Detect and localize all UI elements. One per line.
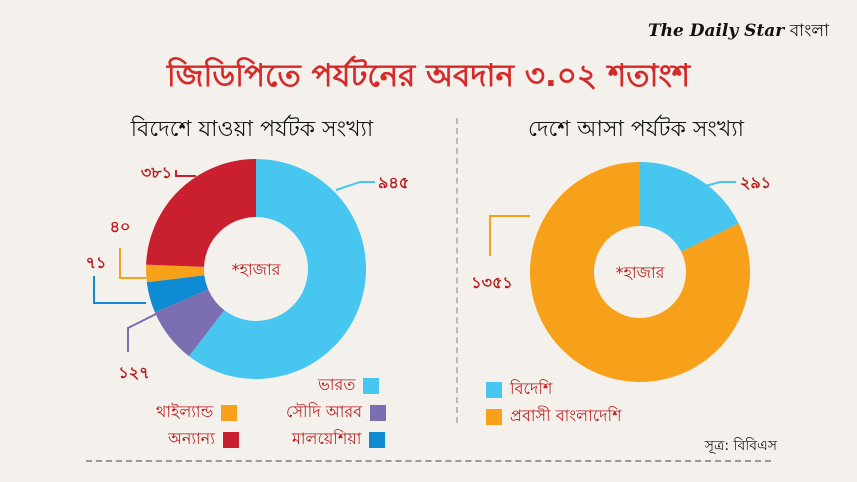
slice-0-3	[146, 264, 205, 283]
slice-0-2	[146, 275, 209, 313]
slice-0-0	[189, 159, 366, 379]
legend-swatch-thailand	[221, 404, 238, 421]
leader-0-2	[93, 276, 146, 304]
legend-swatch-saudi	[370, 404, 387, 421]
leader-0-1	[127, 311, 161, 352]
legend-label-expat: প্রবাসী বাংলাদেশি	[510, 406, 622, 425]
slice-0-4	[146, 159, 256, 267]
legend-label-others: অন্যান্য	[168, 429, 215, 448]
brand-suffix: বাংলা	[789, 21, 829, 41]
legend-swatch-foreign	[486, 381, 502, 398]
legend-swatch-others	[222, 431, 239, 448]
leader-1-0	[697, 181, 736, 189]
legend-item-india: ভারত	[318, 372, 380, 399]
slice-1-0	[640, 162, 739, 252]
center-label-0: *হাজার	[232, 260, 282, 279]
value-label-0-4: ৩৮১	[141, 163, 172, 182]
source-note: সূত্র: বিবিএস	[704, 438, 777, 454]
page-title: জিডিপিতে পর্যটনের অবদান ৩.০২ শতাংশ	[166, 58, 691, 94]
leader-1-1	[489, 215, 530, 256]
legend-item-foreign: বিদেশি	[486, 376, 552, 403]
value-label-0-1: ১২৭	[118, 363, 149, 382]
legend-swatch-expat	[486, 408, 502, 425]
value-label-1-1: ১৩৫১	[471, 273, 513, 292]
legend-item-expat: প্রবাসী বাংলাদেশি	[486, 403, 622, 430]
legend-swatch-india	[363, 377, 380, 394]
leader-0-3	[119, 248, 146, 279]
legend-item-saudi: সৌদি আরব	[286, 399, 387, 426]
center-label-1: *হাজার	[616, 263, 666, 282]
legend-label-foreign: বিদেশি	[510, 379, 553, 398]
vertical-divider	[456, 118, 458, 423]
leader-0-4	[175, 170, 196, 177]
value-label-1-0: ২৯১	[740, 173, 771, 192]
legend-label-thailand: থাইল্যান্ড	[156, 402, 214, 421]
value-label-0-3: ৪০	[110, 217, 131, 236]
slice-1-1	[529, 162, 750, 382]
left-chart-subtitle: বিদেশে যাওয়া পর্যটক সংখ্যা	[130, 117, 374, 142]
right-chart-subtitle: দেশে আসা পর্যটক সংখ্যা	[527, 117, 745, 142]
brand-logo: The Daily Star বাংলা	[648, 18, 829, 46]
legend-item-others: অন্যান্য	[168, 426, 239, 453]
legend-item-thailand: থাইল্যান্ড	[156, 399, 238, 426]
value-label-0-2: ৭১	[86, 253, 107, 272]
leader-0-0	[335, 181, 375, 191]
legend-swatch-malaysia	[369, 431, 386, 448]
value-label-0-0: ৯৪৫	[378, 173, 409, 192]
bottom-divider	[86, 460, 771, 462]
legend-label-saudi: সৌদি আরব	[286, 402, 363, 421]
legend-item-malaysia: মালয়েশিয়া	[292, 426, 386, 453]
legend-label-india: ভারত	[318, 375, 356, 394]
legend-label-malaysia: মালয়েশিয়া	[292, 429, 362, 448]
slice-0-1	[154, 289, 225, 357]
brand-logo-text: The Daily Star	[647, 21, 785, 41]
